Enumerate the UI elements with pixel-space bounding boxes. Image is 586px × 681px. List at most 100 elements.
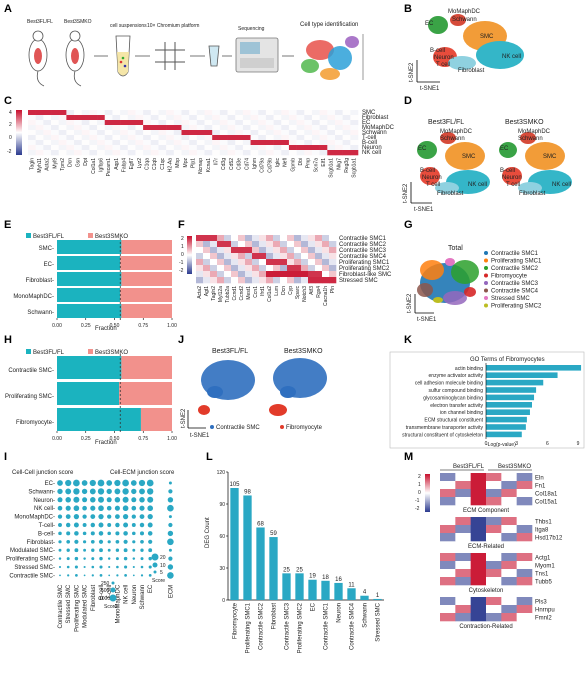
score-dot [132,557,136,560]
heat-c-cell [212,130,221,136]
heat-f-cell [329,259,337,266]
heat-m-cell [470,525,487,534]
dot-col-label: Contractile SMC [58,584,64,628]
heat-c-cell [311,110,320,116]
heat-f-cell [224,277,232,284]
score-dot [131,488,137,495]
deg-value-label: 19 [309,574,316,580]
heat-f-cell [287,277,295,284]
heat-m-cell [470,561,487,570]
heat-f-cell [259,265,267,272]
heat-c-cell [58,110,67,116]
heat-f-cell [287,241,295,248]
heat-c-cell [265,115,274,121]
heat-c-cell [250,125,259,131]
xlabel-h: Fraction [95,440,117,446]
heat-c-cell [104,115,113,121]
deg-category-label: Proliferating SMC2 [298,602,304,653]
score-dot [107,540,111,544]
heat-c-cell [204,150,213,156]
score-dot [123,522,129,528]
score-dot [82,514,87,519]
heat-c-cell [258,120,267,126]
heat-c-cell [135,135,144,141]
score-dot [73,522,79,528]
heat-f-cell [245,253,253,260]
heat-c-cell [58,115,67,121]
deg-value-label: 25 [283,567,290,573]
heat-c-cell [304,140,313,146]
dot-row-label: MonoMaphDC- [14,515,55,521]
heat-c-cell [258,135,267,141]
heat-c-cell [74,115,83,121]
score-dot [132,548,136,552]
bar-smko [119,382,172,405]
heat-c-cell [181,150,190,156]
heat-f-cell [203,247,211,254]
heat-c-cell [258,115,267,121]
heat-f-cell [196,271,204,278]
heat-c-cell [112,120,121,126]
heat-f-cell [217,259,225,266]
deg-bar [347,588,356,600]
heat-f-cell [217,265,225,272]
heat-m-gene: Fn1 [535,483,546,489]
dot-row-label: T-cell- [39,523,55,529]
heat-m-cell [455,525,471,534]
heat-f-cell [329,277,337,284]
step-cell-suspensions: cell suspensions [110,23,147,29]
heat-c-cell [173,150,182,156]
heat-c-cell [81,150,90,156]
score-dot [83,565,86,569]
dot-row-label: Proliferating SMC- [6,557,55,563]
heat-c-cell [212,125,221,131]
go-bar [486,416,527,423]
heat-f-cell [329,265,337,272]
heat-c-cell [350,110,359,116]
heat-m-cell [501,481,517,490]
heat-c-cell [181,145,190,151]
score-dot [99,565,103,569]
mouse-smko-icon [65,30,85,87]
heat-c-cell [104,150,113,156]
heat-f-cell [315,253,323,260]
heat-m-cell [470,605,487,614]
heat-c-cell [334,140,343,146]
heat-c-cell [58,145,67,151]
heat-f-cell [203,271,211,278]
score-dot [132,540,136,544]
score-dot [58,557,62,560]
score-dot [139,488,145,495]
heat-m-gene: Hsd17b12 [535,535,563,541]
heat-m-group-title: ECM-Related [468,544,504,550]
heat-c-cell [120,115,129,121]
score-500: 500 [101,588,110,594]
scale-m-0: 0 [418,490,421,496]
heat-f-cell [294,277,302,284]
heat-c-cell [173,135,182,141]
heat-c-cell [127,120,136,126]
score-dot [91,548,95,552]
heat-f-cell [259,271,267,278]
bar-category: Contractile SMC- [8,368,54,374]
heat-c-cell [58,120,67,126]
heat-c-cell [334,120,343,126]
score-dot [167,564,174,570]
score-dot [131,514,136,519]
heat-c-cell [242,110,251,116]
deg-bar [295,573,304,600]
heat-f-cell [245,247,253,254]
bar-smko [121,304,172,318]
heat-c-cell [166,130,175,136]
cluster-ec [428,16,448,34]
heat-c-cell [204,140,213,146]
heat-c-cell [304,110,313,116]
heat-c-cell [219,115,228,121]
heat-f-cell [217,277,225,284]
heat-f-cell [308,259,316,266]
legend-h-smko: Best3SMKO [95,350,128,356]
title-d-flfl: Best3FL/FL [428,119,464,126]
heat-f-cell [322,235,330,242]
deg-value-label: 11 [348,582,355,588]
heat-f-cell [210,253,218,260]
